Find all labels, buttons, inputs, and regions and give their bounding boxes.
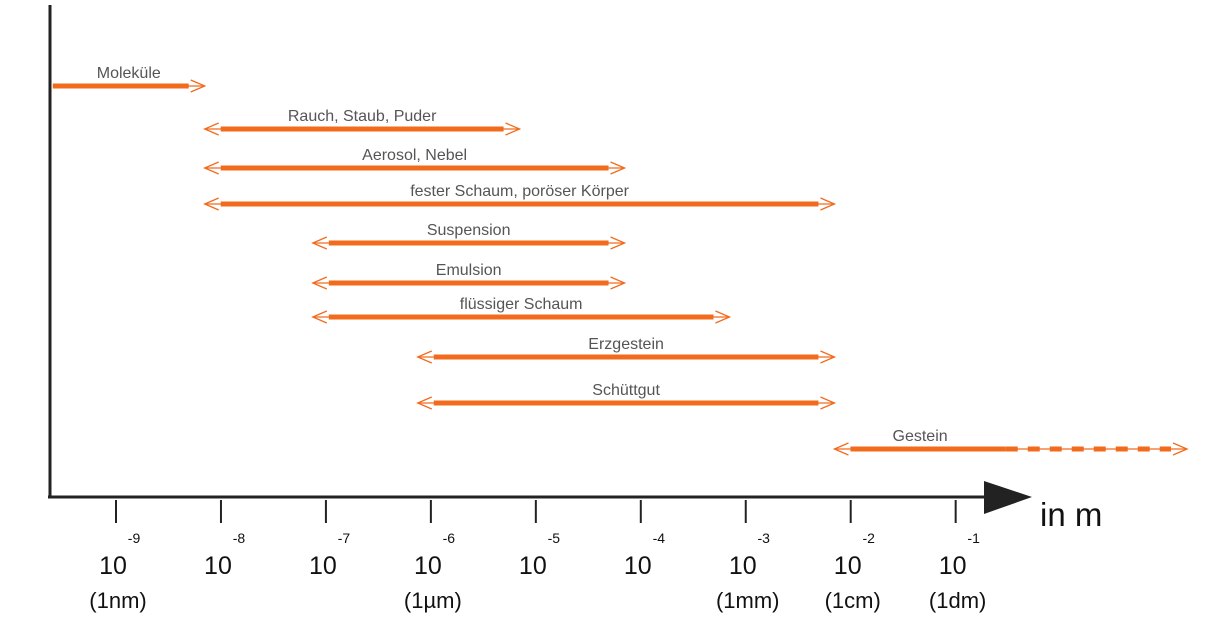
x-tick-unit: (1dm) xyxy=(929,588,986,613)
arrow-head-right xyxy=(190,79,207,93)
arrow-head-left xyxy=(203,197,219,211)
x-tick-exponent: -9 xyxy=(128,530,141,546)
arrow-head-right xyxy=(505,122,522,136)
x-tick-label: 10 xyxy=(519,552,547,580)
arrow-head-left xyxy=(416,350,433,364)
x-tick-exponent: -7 xyxy=(338,530,351,546)
range-label: Gestein xyxy=(893,428,948,445)
arrow-head-left xyxy=(311,310,328,324)
arrow-head-right xyxy=(820,350,837,364)
x-tick-exponent: -8 xyxy=(233,530,246,546)
arrow-head-right xyxy=(715,310,732,324)
range-label: Schüttgut xyxy=(592,382,660,399)
range-label: Rauch, Staub, Puder xyxy=(288,108,437,125)
x-tick-unit: (1mm) xyxy=(716,588,780,613)
range-label: flüssiger Schaum xyxy=(460,296,583,313)
range-label: Moleküle xyxy=(97,65,161,82)
range-label: Erzgestein xyxy=(588,336,664,353)
range-label: Emulsion xyxy=(436,262,502,279)
arrow-head-right xyxy=(820,197,837,211)
arrow-head-right xyxy=(820,396,837,410)
x-tick-unit: (1nm) xyxy=(89,588,146,613)
x-tick-label: 10 xyxy=(99,552,127,580)
arrow-head-left xyxy=(311,276,328,290)
x-tick-label: 10 xyxy=(939,552,967,580)
x-tick-unit: (1µm) xyxy=(404,588,462,613)
x-tick-exponent: -2 xyxy=(862,530,875,546)
arrow-head-left xyxy=(203,161,219,175)
x-tick-exponent: -4 xyxy=(653,530,666,546)
x-tick-exponent: -3 xyxy=(758,530,771,546)
arrow-head-left xyxy=(832,442,849,456)
range-label: Suspension xyxy=(427,222,511,239)
arrow-head-left xyxy=(311,236,328,250)
x-tick-unit: (1cm) xyxy=(825,588,881,613)
x-tick-label: 10 xyxy=(204,552,232,580)
x-tick-label: 10 xyxy=(729,552,757,580)
x-axis-label: in m xyxy=(1040,496,1102,533)
x-axis-arrow xyxy=(984,481,1032,514)
arrow-head-right xyxy=(610,276,627,290)
x-tick-label: 10 xyxy=(414,552,442,580)
x-tick-label: 10 xyxy=(834,552,862,580)
range-label: fester Schaum, poröser Körper xyxy=(410,183,629,200)
x-tick-label: 10 xyxy=(309,552,337,580)
arrow-head-right xyxy=(610,161,627,175)
x-tick-exponent: -1 xyxy=(967,530,980,546)
range-label: Aerosol, Nebel xyxy=(362,147,467,164)
x-tick-exponent: -6 xyxy=(443,530,456,546)
arrow-head-right xyxy=(1172,442,1189,456)
x-tick-exponent: -5 xyxy=(548,530,561,546)
arrow-head-left xyxy=(203,122,219,136)
arrow-head-left xyxy=(416,396,433,410)
x-tick-label: 10 xyxy=(624,552,652,580)
arrow-head-right xyxy=(610,236,627,250)
